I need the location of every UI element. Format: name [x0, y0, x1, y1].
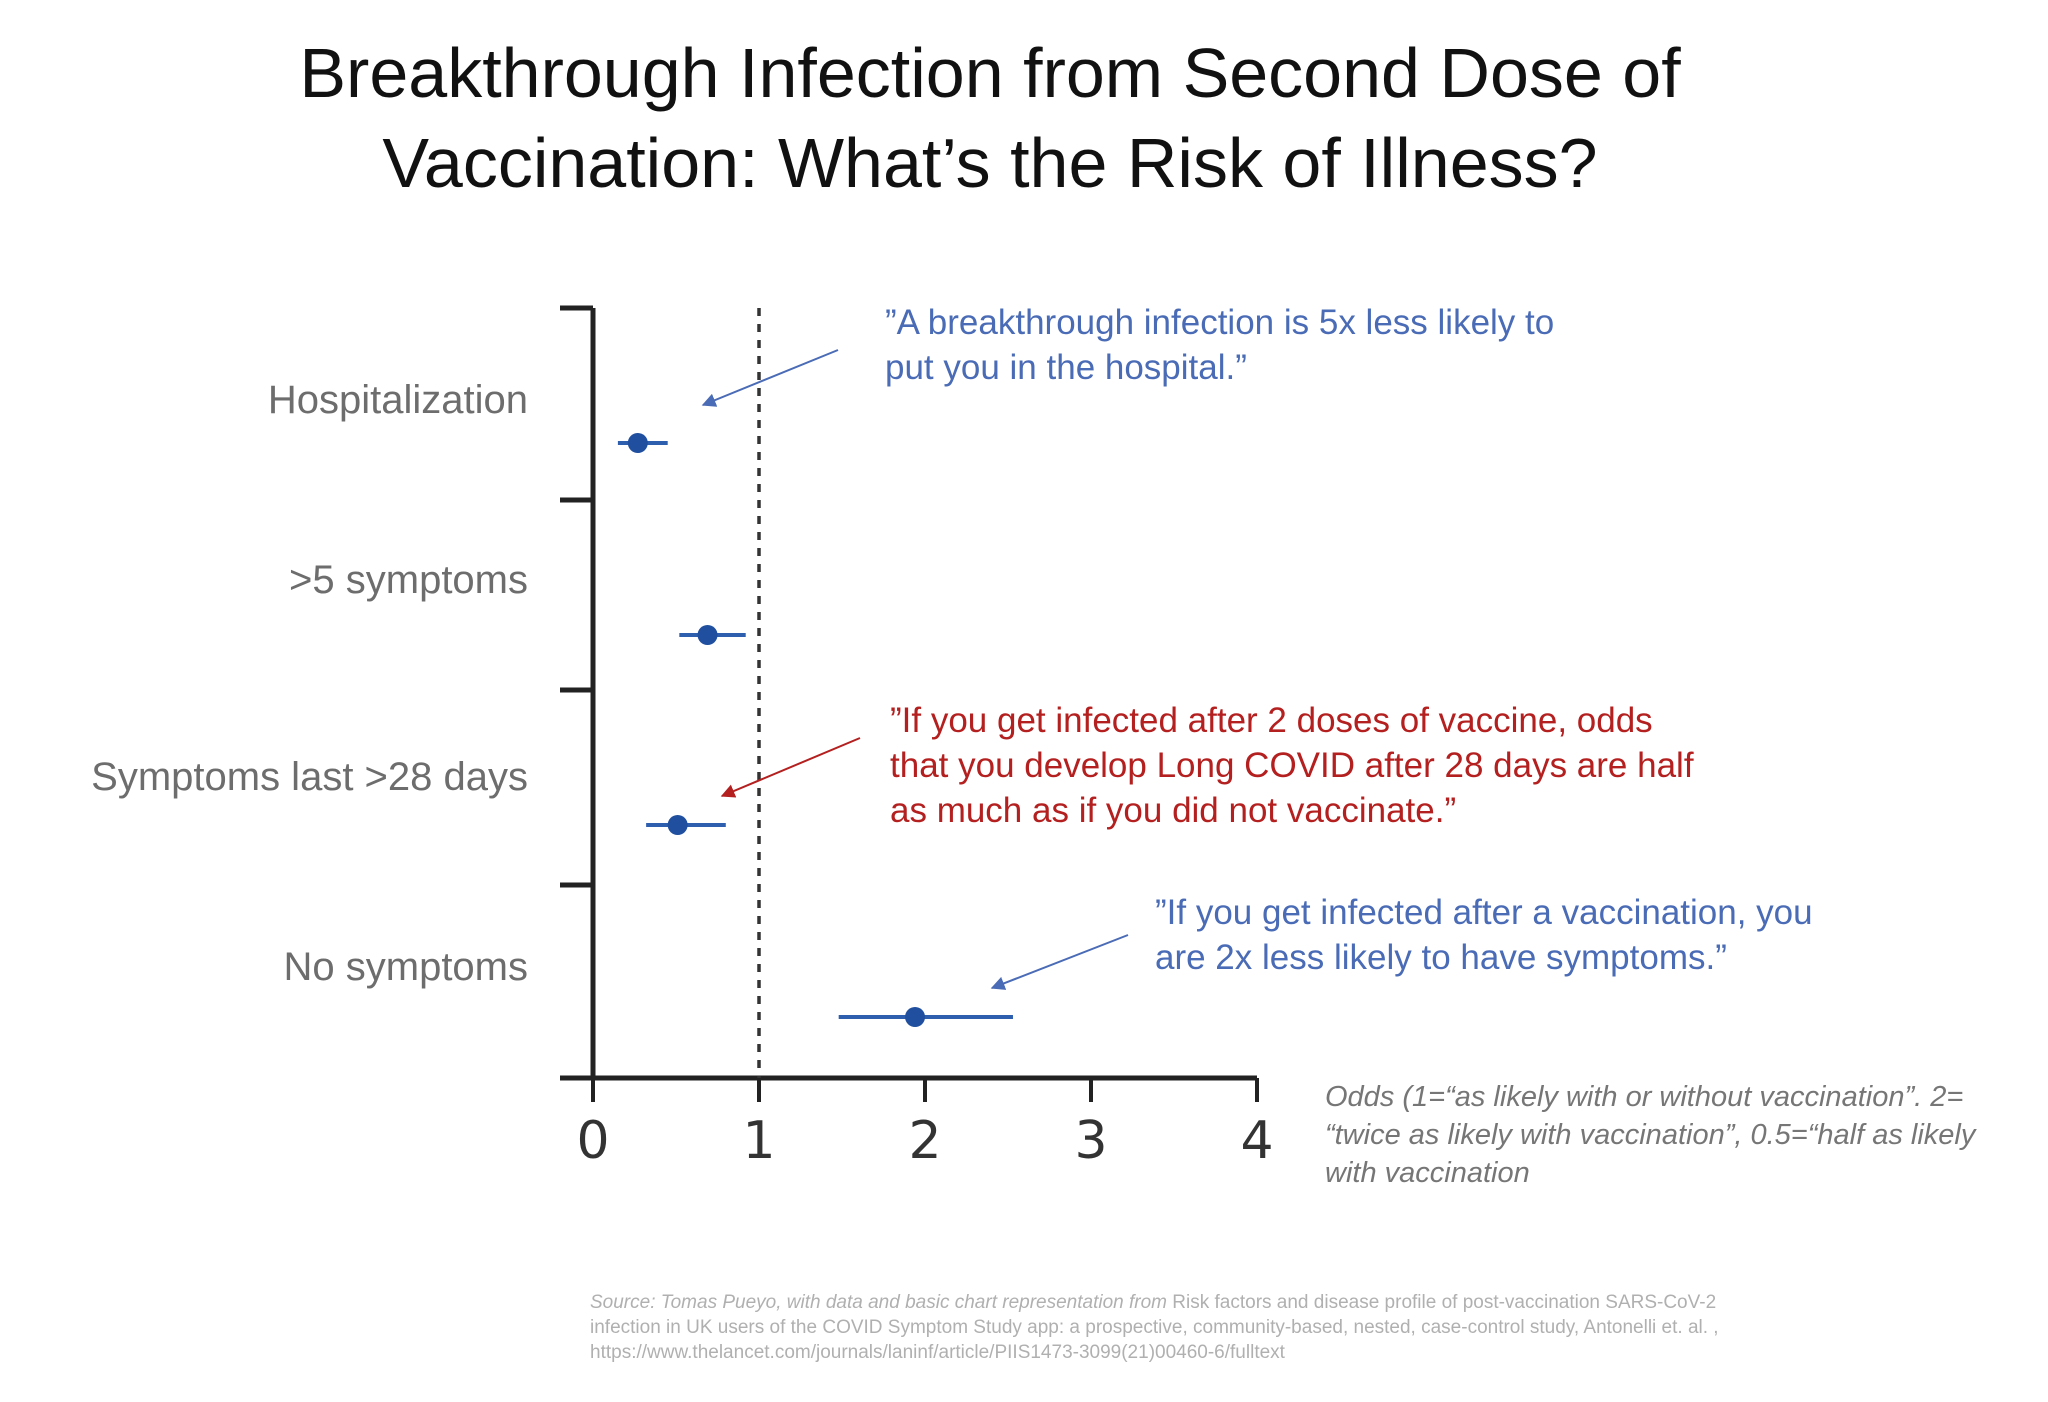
annotation-arrow-long-covid [720, 737, 861, 798]
annotation-arrow-hospital [701, 349, 839, 407]
source-line-2: infection in UK users of the COVID Sympt… [590, 1317, 1719, 1338]
annotation-long-covid-line-1: ”If you get infected after 2 doses of va… [890, 701, 1653, 740]
x-tick-label-4: 4 [1240, 1111, 1273, 1171]
annotation-symptoms: ”If you get infected after a vaccination… [1155, 890, 1813, 980]
source-line-3: https://www.thelancet.com/journals/lanin… [590, 1342, 1285, 1363]
source-line-1-rest: Risk factors and disease profile of post… [1167, 1292, 1717, 1313]
title-line-2: Vaccination: What’s the Risk of Illness? [382, 124, 1598, 202]
annotation-long-covid-line-3: as much as if you did not vaccinate.” [890, 791, 1457, 830]
annotation-symptoms-line-1: ”If you get infected after a vaccination… [1155, 893, 1813, 932]
annotation-arrow-symptoms [990, 934, 1129, 990]
odds-note-line-3: with vaccination [1325, 1157, 1530, 1189]
x-tick-label-1: 1 [742, 1111, 775, 1171]
odds-explanation-note: Odds (1=“as likely with or without vacci… [1325, 1078, 2045, 1192]
category-label-hospitalization: Hospitalization [267, 378, 528, 422]
x-tick-label-2: 2 [908, 1111, 941, 1171]
annotation-long-covid: ”If you get infected after 2 doses of va… [890, 698, 1694, 833]
annotation-hospital-line-2: put you in the hospital.” [885, 348, 1247, 387]
category-label-symptoms-28-days: Symptoms last >28 days [91, 755, 528, 799]
annotation-long-covid-line-2: that you develop Long COVID after 28 day… [890, 746, 1694, 785]
annotation-symptoms-line-2: are 2x less likely to have symptoms.” [1155, 938, 1727, 977]
chart-title: Breakthrough Infection from Second Dose … [200, 28, 1780, 208]
odds-note-line-2: “twice as likely with vaccination”, 0.5=… [1325, 1119, 1976, 1151]
source-italic-part: Source: Tomas Pueyo, with data and basic… [590, 1292, 1167, 1313]
odds-note-line-1: Odds (1=“as likely with or without vacci… [1325, 1081, 1964, 1113]
source-citation: Source: Tomas Pueyo, with data and basic… [590, 1290, 1890, 1365]
x-tick-label-0: 0 [576, 1111, 609, 1171]
category-label-no-symptoms: No symptoms [283, 945, 529, 989]
title-line-1: Breakthrough Infection from Second Dose … [299, 34, 1681, 112]
data-point-4 [905, 1007, 926, 1027]
data-point-2 [697, 625, 718, 645]
data-point-1 [627, 433, 648, 453]
annotation-hospital-line-1: ”A breakthrough infection is 5x less lik… [885, 303, 1555, 342]
annotation-hospital: ”A breakthrough infection is 5x less lik… [885, 300, 1554, 390]
category-label-5-symptoms: >5 symptoms [289, 558, 528, 602]
data-point-3 [667, 815, 688, 835]
x-tick-label-3: 3 [1074, 1111, 1107, 1171]
